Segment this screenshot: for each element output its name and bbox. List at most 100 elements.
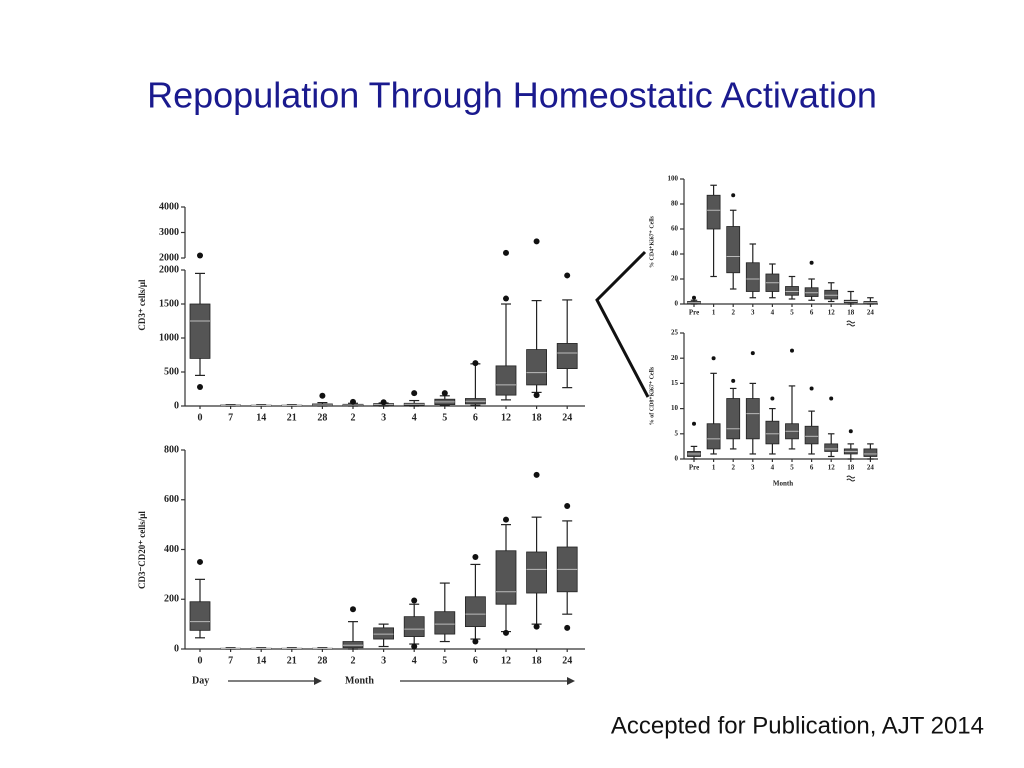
x-tick-label: 12 bbox=[828, 464, 836, 472]
box bbox=[706, 423, 721, 450]
y-tick-label: 10 bbox=[671, 404, 679, 412]
box bbox=[804, 425, 819, 445]
outlier bbox=[197, 383, 203, 390]
x-tick-label: 7 bbox=[228, 655, 233, 666]
x-tick-label: 12 bbox=[501, 655, 511, 666]
box bbox=[403, 616, 425, 637]
y-tick-label: 15 bbox=[671, 379, 679, 387]
outlier bbox=[472, 638, 479, 645]
outlier bbox=[564, 502, 571, 509]
x-tick-label: 14 bbox=[256, 655, 266, 666]
footer: Accepted for Publication, AJT 2014 bbox=[611, 712, 984, 739]
x-tick-label: 12 bbox=[501, 412, 511, 423]
outlier bbox=[533, 623, 540, 630]
x-tick-label: 24 bbox=[867, 464, 875, 472]
outlier bbox=[711, 356, 716, 361]
y-tick-label: 2000 bbox=[159, 252, 179, 263]
outlier bbox=[411, 390, 418, 397]
x-tick-label: 4 bbox=[412, 412, 417, 423]
box bbox=[706, 194, 721, 230]
arrow-head bbox=[314, 677, 322, 685]
y-tick-label: 5 bbox=[675, 429, 679, 437]
outlier bbox=[790, 348, 794, 353]
outlier bbox=[441, 390, 448, 397]
y-axis-label: % of CD8⁺Ki67⁺ Cells bbox=[648, 366, 655, 425]
x-tick-label: 3 bbox=[381, 655, 386, 666]
outlier bbox=[319, 392, 326, 399]
x-tick-label: 3 bbox=[751, 309, 755, 317]
x-tick-label: 2 bbox=[731, 309, 735, 317]
y-tick-label: 2000 bbox=[159, 264, 179, 275]
box bbox=[556, 343, 578, 370]
outlier bbox=[472, 360, 479, 367]
y-tick-label: 0 bbox=[675, 300, 679, 308]
x-tick-label: 5 bbox=[442, 412, 447, 423]
x-tick-label: Pre bbox=[689, 464, 699, 472]
y-tick-label: 80 bbox=[671, 200, 679, 208]
x-tick-label: 5 bbox=[790, 309, 794, 317]
x-tick-label: 1 bbox=[712, 309, 716, 317]
x-tick-label: 24 bbox=[562, 655, 572, 666]
y-tick-label: 25 bbox=[671, 329, 679, 337]
x-tick-label: 18 bbox=[532, 412, 542, 423]
y-axis-label: CD3⁺ cells/μl bbox=[137, 279, 147, 331]
y-tick-label: 4000 bbox=[159, 201, 179, 212]
outlier bbox=[503, 295, 509, 302]
outlier bbox=[197, 252, 203, 259]
axis-break bbox=[846, 323, 856, 327]
x-tick-label: 2 bbox=[351, 655, 356, 666]
slide-title: Repopulation Through Homeostatic Activat… bbox=[147, 75, 877, 116]
outlier bbox=[692, 421, 696, 426]
y-tick-label: 40 bbox=[671, 250, 679, 258]
arrow-head bbox=[567, 677, 575, 685]
x-tick-label: 7 bbox=[228, 412, 233, 423]
y-tick-label: 0 bbox=[174, 643, 179, 654]
y-tick-label: 0 bbox=[675, 455, 679, 463]
x-tick-label: 1 bbox=[712, 464, 716, 472]
x-tick-label: 6 bbox=[473, 412, 478, 423]
x-tick-label: 6 bbox=[810, 309, 814, 317]
y-tick-label: 20 bbox=[671, 354, 679, 362]
y-tick-label: 400 bbox=[164, 544, 179, 555]
box bbox=[495, 550, 517, 605]
x-tick-label: 28 bbox=[317, 412, 327, 423]
x-axis-label: Month bbox=[345, 675, 374, 686]
x-tick-label: 14 bbox=[256, 412, 266, 423]
outlier bbox=[503, 249, 509, 256]
outlier bbox=[829, 396, 834, 401]
x-tick-label: 0 bbox=[198, 655, 203, 666]
outlier bbox=[809, 386, 814, 391]
x-tick-label: 3 bbox=[381, 412, 386, 423]
box bbox=[373, 627, 395, 640]
outlier bbox=[533, 238, 540, 245]
x-tick-label: 18 bbox=[847, 309, 855, 317]
x-tick-label: 0 bbox=[198, 412, 203, 423]
x-tick-label: 3 bbox=[751, 464, 755, 472]
x-axis-label: Month bbox=[773, 480, 793, 488]
outlier bbox=[350, 398, 356, 405]
box bbox=[726, 226, 741, 274]
outlier bbox=[731, 193, 736, 198]
x-tick-label: 12 bbox=[828, 309, 836, 317]
outlier bbox=[692, 295, 696, 300]
outlier bbox=[750, 351, 755, 356]
y-tick-label: 3000 bbox=[159, 227, 179, 238]
outlier bbox=[564, 272, 571, 279]
x-tick-label: 4 bbox=[412, 655, 417, 666]
box bbox=[824, 443, 839, 452]
box bbox=[824, 289, 839, 300]
outlier bbox=[197, 558, 203, 565]
x-tick-label: 18 bbox=[847, 464, 855, 472]
axis-break bbox=[846, 475, 856, 479]
y-tick-label: 800 bbox=[164, 444, 179, 455]
box bbox=[804, 287, 819, 297]
x-tick-label: 21 bbox=[287, 655, 297, 666]
y-tick-label: 1000 bbox=[159, 332, 179, 343]
y-axis-label: CD3⁻CD20⁺ cells/μl bbox=[137, 511, 147, 589]
box bbox=[342, 641, 364, 649]
y-tick-label: 0 bbox=[174, 400, 179, 411]
outlier bbox=[350, 606, 356, 613]
x-tick-label: 18 bbox=[532, 655, 542, 666]
y-tick-label: 600 bbox=[164, 494, 179, 505]
